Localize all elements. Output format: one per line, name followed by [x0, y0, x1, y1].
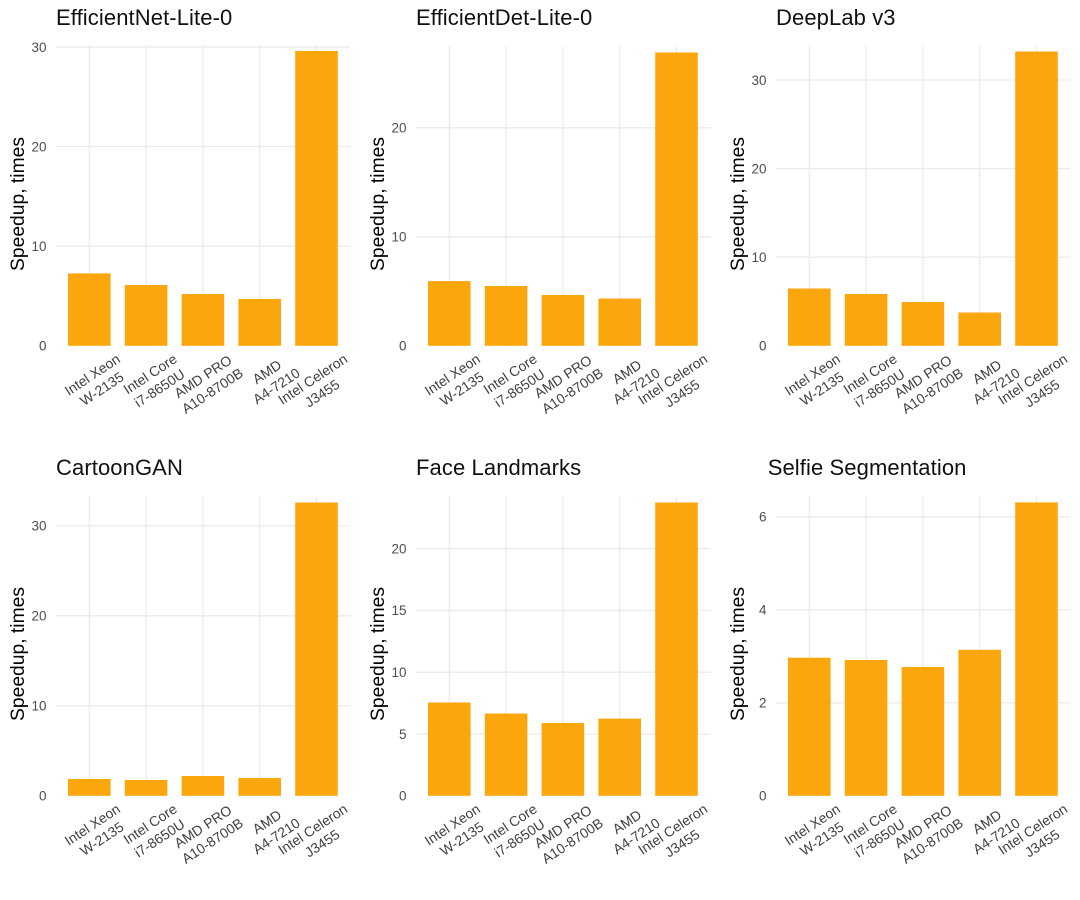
- svg-text:0: 0: [39, 339, 47, 354]
- svg-text:EfficientDet-Lite-0: EfficientDet-Lite-0: [416, 5, 592, 30]
- svg-text:20: 20: [31, 139, 46, 154]
- svg-text:Face Landmarks: Face Landmarks: [416, 455, 581, 480]
- svg-text:0: 0: [399, 789, 407, 804]
- svg-text:Selfie Segmentation: Selfie Segmentation: [768, 455, 967, 480]
- svg-text:Speedup, times: Speedup, times: [368, 587, 389, 721]
- svg-text:10: 10: [751, 250, 766, 265]
- svg-text:10: 10: [31, 699, 46, 714]
- svg-text:20: 20: [31, 609, 46, 624]
- svg-text:0: 0: [39, 789, 47, 804]
- svg-text:Speedup, times: Speedup, times: [728, 587, 749, 721]
- svg-text:15: 15: [391, 603, 406, 618]
- svg-text:EfficientNet-Lite-0: EfficientNet-Lite-0: [56, 5, 232, 30]
- svg-text:6: 6: [759, 510, 767, 525]
- svg-text:10: 10: [391, 665, 406, 680]
- svg-text:Speedup, times: Speedup, times: [368, 137, 389, 271]
- svg-text:30: 30: [31, 40, 46, 55]
- svg-text:4: 4: [759, 603, 767, 618]
- svg-text:Speedup, times: Speedup, times: [728, 137, 749, 271]
- svg-text:2: 2: [759, 696, 767, 711]
- svg-text:5: 5: [399, 727, 407, 742]
- svg-text:Speedup, times: Speedup, times: [8, 587, 29, 721]
- svg-text:20: 20: [391, 541, 406, 556]
- svg-text:0: 0: [759, 789, 767, 804]
- svg-text:10: 10: [391, 230, 406, 245]
- svg-text:30: 30: [751, 73, 766, 88]
- svg-text:Speedup, times: Speedup, times: [8, 137, 29, 271]
- svg-text:0: 0: [759, 339, 767, 354]
- svg-text:30: 30: [31, 519, 46, 534]
- svg-text:20: 20: [391, 121, 406, 136]
- svg-text:20: 20: [751, 161, 766, 176]
- svg-text:0: 0: [399, 339, 407, 354]
- svg-text:CartoonGAN: CartoonGAN: [56, 455, 183, 480]
- svg-text:10: 10: [31, 239, 46, 254]
- svg-text:DeepLab v3: DeepLab v3: [776, 5, 896, 30]
